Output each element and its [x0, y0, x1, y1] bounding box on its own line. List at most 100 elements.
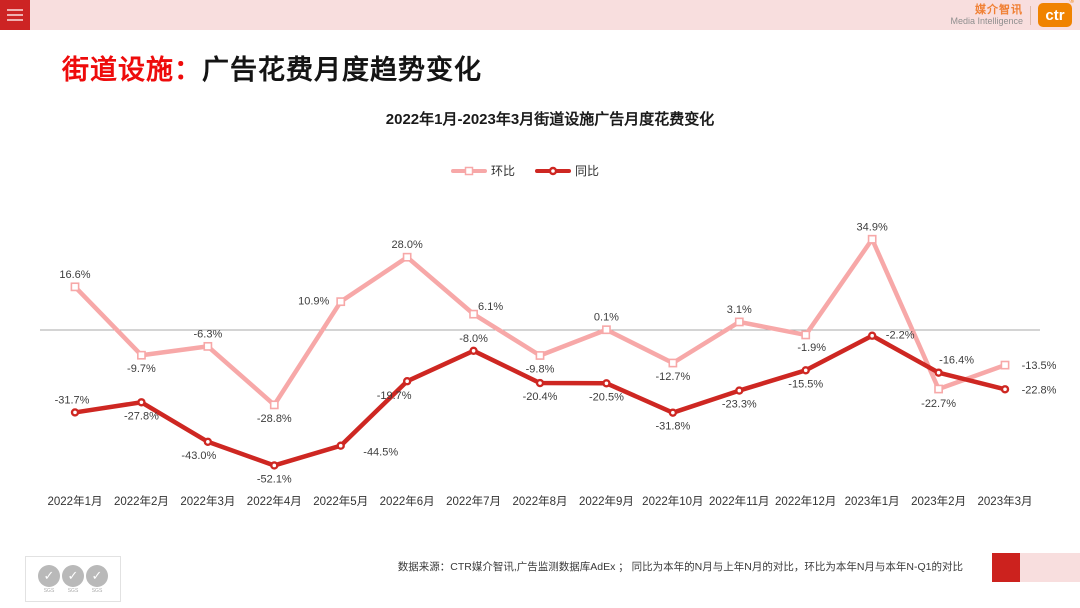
x-axis-tick: 2022年4月: [247, 494, 302, 508]
ctr-logo-text: ctr: [1045, 6, 1065, 24]
data-point-环比: [137, 350, 146, 360]
data-label: 34.9%: [857, 221, 888, 233]
data-point-同比: [735, 386, 744, 395]
legend-marker-icon: [450, 166, 487, 175]
x-axis-tick: 2023年2月: [911, 494, 966, 508]
brand-logo: 媒介智讯 Media Intelligence ctr ®: [950, 0, 1074, 27]
data-label: -2.2%: [886, 330, 915, 342]
data-label: -15.5%: [788, 378, 823, 390]
chart-legend: 环比 同比: [0, 162, 1050, 179]
data-label: -52.1%: [257, 473, 292, 485]
sgs-logo-icon: ✓ SGS: [38, 564, 60, 594]
chart-title: 2022年1月-2023年3月街道设施广告月度花费变化: [385, 111, 715, 128]
data-label: -1.9%: [797, 342, 826, 354]
data-point-环比: [602, 325, 611, 335]
ctr-logo: ctr ®: [1038, 0, 1074, 27]
data-label: -20.4%: [523, 391, 558, 403]
data-point-同比: [336, 441, 345, 450]
data-label: 0.1%: [594, 312, 619, 324]
x-axis-tick: 2022年1月: [48, 494, 103, 508]
data-label: -22.8%: [1022, 384, 1057, 396]
x-axis-tick: 2023年1月: [845, 494, 900, 508]
data-label: -9.8%: [526, 363, 555, 375]
data-source-note: 数据来源：CTR媒介智讯,广告监测数据库AdEx ； 同比为本年的N月与上年N月…: [397, 561, 963, 573]
x-axis-tick: 2022年11月: [709, 494, 770, 508]
data-label: -43.0%: [181, 450, 216, 462]
sgs-logo-icon: ✓ SGS: [86, 564, 108, 594]
data-label: 16.6%: [59, 269, 90, 281]
legend-label: 同比: [575, 164, 600, 178]
data-point-同比: [668, 408, 678, 417]
data-point-同比: [934, 368, 943, 377]
x-axis-tick: 2022年2月: [114, 494, 169, 508]
data-label: 10.9%: [298, 296, 329, 308]
data-label: -22.7%: [921, 398, 956, 410]
data-point-同比: [203, 437, 213, 447]
data-label: -44.5%: [363, 447, 398, 459]
legend-item-同比: 同比: [535, 162, 599, 179]
data-point-环比: [867, 234, 877, 244]
data-label: -13.5%: [1022, 360, 1057, 372]
data-label: -12.7%: [655, 371, 690, 383]
sgs-certification-logos: ✓ SGS ✓ SGS ✓ SGS: [25, 556, 121, 602]
data-point-同比: [602, 379, 611, 388]
data-point-同比: [1000, 385, 1010, 394]
data-label: -31.8%: [655, 421, 690, 433]
x-axis-tick: 2022年6月: [380, 494, 435, 508]
topbar: 媒介智讯 Media Intelligence ctr ®: [0, 0, 1080, 30]
data-point-同比: [867, 331, 877, 340]
data-label: -27.8%: [124, 410, 159, 422]
data-point-环比: [203, 341, 213, 351]
x-axis-tick: 2022年3月: [180, 494, 235, 508]
data-label: -23.3%: [722, 399, 757, 411]
legend-marker-icon: [535, 166, 571, 175]
data-point-环比: [535, 351, 545, 360]
legend-label: 环比: [490, 164, 515, 178]
data-point-环比: [70, 282, 80, 292]
data-label: -20.5%: [589, 391, 624, 403]
brand-divider: [1030, 5, 1031, 25]
data-point-环比: [336, 297, 346, 307]
x-axis-tick: 2022年8月: [513, 494, 568, 508]
x-axis-tick: 2022年9月: [579, 494, 634, 508]
x-axis-tick: 2023年3月: [978, 494, 1033, 508]
footer-accent-red: [992, 553, 1020, 582]
data-label: -28.8%: [257, 413, 292, 425]
data-point-环比: [734, 317, 744, 327]
data-point-环比: [668, 358, 678, 368]
hamburger-menu-icon[interactable]: [0, 0, 30, 30]
data-point-环比: [801, 330, 811, 340]
data-label: 28.0%: [392, 239, 423, 251]
data-point-同比: [535, 378, 545, 388]
x-axis-tick: 2022年12月: [775, 494, 836, 508]
data-point-同比: [402, 377, 412, 386]
data-label: -31.7%: [55, 394, 90, 406]
data-label: 3.1%: [727, 304, 752, 316]
footer-accent-pink: [1020, 553, 1080, 582]
x-axis-tick: 2022年7月: [446, 494, 501, 508]
data-point-同比: [469, 346, 478, 356]
data-point-环比: [1000, 360, 1010, 370]
data-point-同比: [70, 408, 80, 417]
page-title-category: 街道设施：: [62, 55, 202, 85]
x-axis-tick: 2022年10月: [642, 494, 703, 508]
data-label: -6.3%: [193, 328, 222, 340]
data-point-环比: [934, 384, 943, 394]
data-point-同比: [137, 398, 146, 407]
data-label: -16.4%: [939, 355, 974, 367]
data-label: 6.1%: [478, 301, 503, 313]
data-point-环比: [469, 309, 478, 319]
brand-name-cn: 媒介智讯: [975, 4, 1023, 16]
brand-name-en: Media Intelligence: [950, 16, 1023, 26]
data-label: -8.0%: [459, 333, 488, 345]
x-axis-tick: 2022年5月: [313, 494, 368, 508]
legend-item-环比: 环比: [450, 162, 515, 179]
data-point-同比: [270, 461, 279, 470]
trend-chart: 16.6% -9.7% -6.3% -28.8% 10.9% 28.0% 6.1% -9.8%…: [40, 221, 1057, 508]
page-title-main: 广告花费月度趋势变化: [202, 55, 482, 85]
sgs-logo-icon: ✓ SGS: [62, 564, 84, 594]
page-title: 街道设施：广告花费月度趋势变化: [62, 48, 482, 87]
data-label: -19.7%: [377, 390, 412, 402]
data-label: -9.7%: [127, 363, 156, 375]
